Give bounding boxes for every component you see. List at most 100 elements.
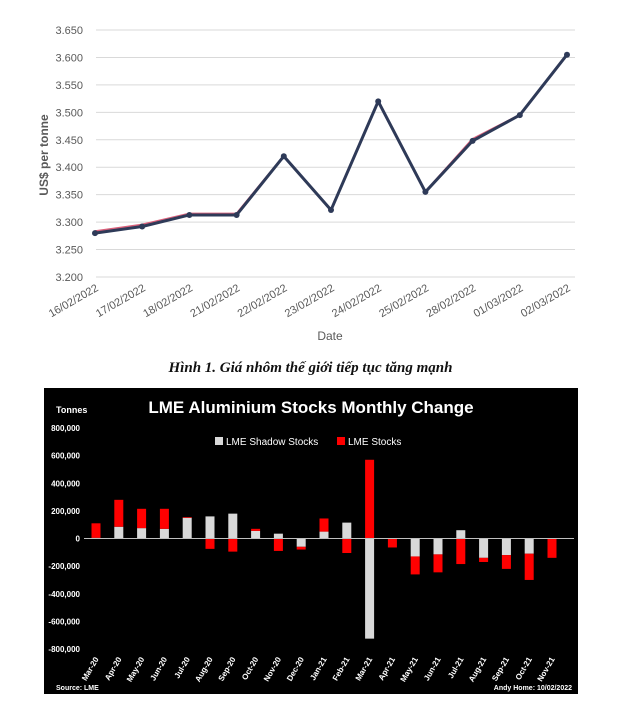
y-tick-label: 200,000 [51,507,80,516]
bar-lme-stocks [273,538,283,551]
y-tick-label: 3.300 [55,217,83,229]
bar-shadow-stocks [228,513,238,539]
data-point [469,137,476,144]
x-tick-label: 02/03/2022 [519,282,573,320]
data-point [186,211,193,218]
bar-lme-stocks [296,546,306,550]
x-tick-label: Jul-20 [173,655,193,680]
figure-caption: Hình 1. Giá nhôm thế giới tiếp tục tăng … [168,360,453,376]
x-tick-label: Aug-20 [193,655,215,683]
chart-title: LME Aluminium Stocks Monthly Change [148,398,473,417]
bar-shadow-stocks [342,522,352,539]
legend-label-shadow: LME Shadow Stocks [226,437,318,448]
bar-shadow-stocks [205,516,215,539]
x-tick-label: Apr-20 [103,655,124,682]
x-tick-label: May-21 [399,655,421,683]
y-tick-label: -200,000 [48,562,80,571]
x-tick-label: Mar-20 [80,655,101,682]
bar-lme-stocks [501,555,511,569]
y-tick-label: 3.600 [55,52,83,64]
bar-lme-stocks [433,554,443,573]
bar-shadow-stocks [501,538,511,556]
x-tick-label: 25/02/2022 [377,282,431,320]
bar-shadow-stocks [114,526,124,539]
bar-shadow-stocks [137,528,147,539]
y-tick-label: 3.550 [55,80,83,92]
bar-shadow-stocks [456,530,466,539]
y-tick-label: 3.350 [55,190,83,202]
x-tick-label: 28/02/2022 [424,282,478,320]
credit-note: Andy Home: 10/02/2022 [494,685,572,692]
x-tick-label: Jan-21 [308,655,329,682]
y-tick-label: -600,000 [48,617,80,626]
y-tick-label: 3.200 [55,272,83,284]
legend-label-lme: LME Stocks [348,437,401,448]
y-axis-unit: Tonnes [56,405,87,415]
data-point [92,230,98,237]
bar-lme-stocks [182,517,192,518]
bar-shadow-stocks [273,533,283,539]
x-tick-label: May-20 [125,655,147,683]
bar-shadow-stocks [479,538,489,558]
y-tick-label: -400,000 [48,590,80,599]
lme-stocks-chart-panel: LME Aluminium Stocks Monthly Change Tonne… [44,388,578,694]
bar-shadow-stocks [524,538,534,554]
bar-lme-stocks [205,538,215,549]
x-tick-label: 17/02/2022 [94,282,148,320]
series-line-main [94,53,569,235]
x-tick-label: Nov-21 [536,655,557,683]
x-tick-label: 24/02/2022 [330,282,384,320]
bar-shadow-stocks [296,538,306,547]
y-tick-label: 3.650 [55,25,83,37]
data-point [564,51,570,58]
y-tick-label: 3.400 [55,162,83,174]
x-tick-label: 01/03/2022 [472,282,526,320]
x-axis-title: Date [317,329,343,343]
data-point [139,223,146,230]
source-note: Source: LME [56,685,99,692]
x-tick-label: Nov-20 [262,655,283,683]
bar-lme-stocks [251,528,261,531]
y-tick-label: 3.250 [55,245,83,257]
aluminium-price-line-chart: 3.200 3.250 3.300 3.350 3.400 3.450 3.500 3.550… [37,25,575,343]
y-tick-label: 400,000 [51,479,80,488]
bar-lme-stocks [365,459,375,539]
bar-lme-stocks [410,556,420,575]
bar-lme-stocks [159,508,169,529]
data-point [280,153,287,160]
x-tick-label: 18/02/2022 [141,282,195,320]
legend-swatch-shadow [215,437,223,445]
data-point [422,188,429,195]
bar-lme-stocks [456,538,466,565]
x-tick-label: 23/02/2022 [283,282,337,320]
x-tick-label: Apr-21 [377,655,398,682]
bar-lme-stocks [479,557,489,562]
bar-lme-stocks [524,553,534,580]
bar-shadow-stocks [319,531,329,539]
bar-shadow-stocks [365,538,375,639]
lme-stocks-bar-chart: LME Aluminium Stocks Monthly Change Tonne… [48,398,574,692]
x-tick-label: Feb-21 [331,655,352,682]
bar-lme-stocks [547,538,557,558]
bar-lme-stocks [137,508,147,529]
y-tick-label: 0 [76,535,81,544]
x-tick-label: Dec-20 [285,655,306,683]
x-tick-label: Sep-20 [217,655,238,683]
data-point [233,211,240,218]
bar-lme-stocks [91,523,101,538]
x-tick-label: Oct-21 [514,655,535,682]
x-tick-label: Jun-20 [148,655,169,682]
data-point [375,98,382,105]
legend-swatch-lme [337,437,345,445]
y-tick-label: 3.500 [55,107,83,119]
x-tick-label: 21/02/2022 [188,282,242,320]
y-tick-label: 800,000 [51,424,80,433]
data-point [516,112,523,119]
bar-lme-stocks [228,538,238,552]
bar-shadow-stocks [159,528,169,539]
y-tick-label: -800,000 [48,645,80,654]
x-tick-label: Jun-21 [422,655,443,682]
bar-lme-stocks [114,499,124,527]
x-tick-label: Mar-21 [354,655,375,682]
bar-shadow-stocks [251,530,261,539]
